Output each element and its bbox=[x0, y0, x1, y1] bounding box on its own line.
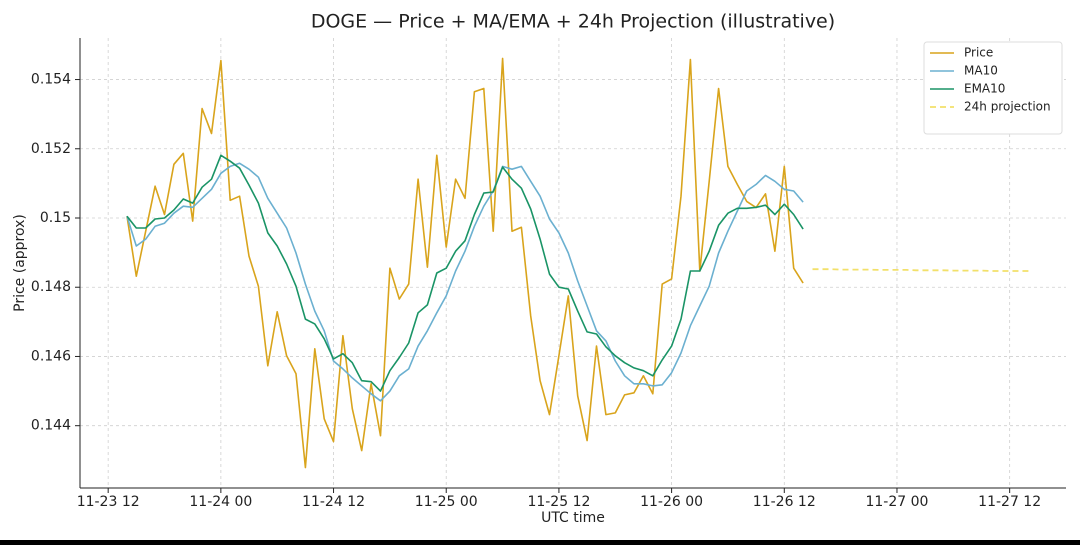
x-axis-label: UTC time bbox=[541, 510, 605, 526]
x-tick-label: 11-27 00 bbox=[865, 494, 928, 510]
series-line bbox=[812, 268, 1029, 272]
y-tick-label: 0.15 bbox=[40, 210, 71, 226]
x-tick-label: 11-25 12 bbox=[527, 494, 590, 510]
y-axis-label: Price (approx) bbox=[12, 214, 28, 312]
series-line bbox=[126, 57, 804, 469]
series-line bbox=[126, 154, 804, 392]
chart-title: DOGE — Price + MA/EMA + 24h Projection (… bbox=[311, 11, 835, 33]
legend: Price MA10 EMA10 24h projection bbox=[923, 41, 1063, 135]
screen-edge bbox=[0, 540, 1080, 545]
y-tick-label: 0.154 bbox=[31, 72, 71, 88]
legend-box bbox=[923, 41, 1063, 135]
legend-label: EMA10 bbox=[964, 82, 1005, 96]
y-tick-label: 0.152 bbox=[31, 141, 71, 157]
x-tick-label: 11-25 00 bbox=[415, 494, 478, 510]
x-tick-label: 11-26 00 bbox=[640, 494, 703, 510]
y-tick-label: 0.144 bbox=[31, 418, 71, 434]
x-tick-label: 11-27 12 bbox=[978, 494, 1041, 510]
x-tick-label: 11-23 12 bbox=[77, 494, 140, 510]
legend-label: 24h projection bbox=[964, 100, 1051, 114]
series-line bbox=[126, 162, 804, 402]
x-tick-label: 11-26 12 bbox=[753, 494, 816, 510]
x-tick-label: 11-24 00 bbox=[189, 494, 252, 510]
y-tick-label: 0.148 bbox=[31, 279, 71, 295]
legend-label: MA10 bbox=[964, 64, 998, 78]
y-tick-label: 0.146 bbox=[31, 348, 71, 364]
legend-label: Price bbox=[964, 46, 993, 60]
x-tick-label: 11-24 12 bbox=[302, 494, 365, 510]
